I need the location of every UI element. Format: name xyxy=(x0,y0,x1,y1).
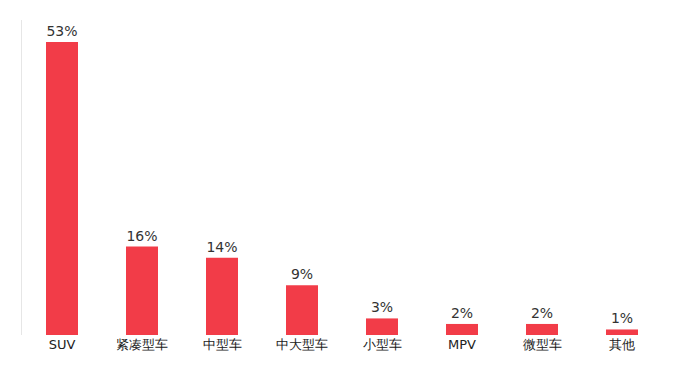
svg-text:微型车: 微型车 xyxy=(523,337,562,352)
svg-text:小型车: 小型车 xyxy=(363,337,402,352)
svg-text:1%: 1% xyxy=(611,310,633,326)
svg-text:16%: 16% xyxy=(126,228,157,244)
svg-text:14%: 14% xyxy=(206,239,237,255)
svg-text:紧凑型车: 紧凑型车 xyxy=(116,337,168,352)
svg-text:2%: 2% xyxy=(451,305,473,321)
svg-text:9%: 9% xyxy=(291,266,313,282)
svg-text:其他: 其他 xyxy=(609,337,635,352)
svg-text:中型车: 中型车 xyxy=(203,337,242,352)
svg-text:MPV: MPV xyxy=(448,337,476,352)
svg-text:中大型车: 中大型车 xyxy=(276,337,328,352)
svg-text:SUV: SUV xyxy=(49,337,76,352)
svg-text:2%: 2% xyxy=(531,305,553,321)
svg-text:53%: 53% xyxy=(46,23,77,39)
svg-text:3%: 3% xyxy=(371,299,393,315)
